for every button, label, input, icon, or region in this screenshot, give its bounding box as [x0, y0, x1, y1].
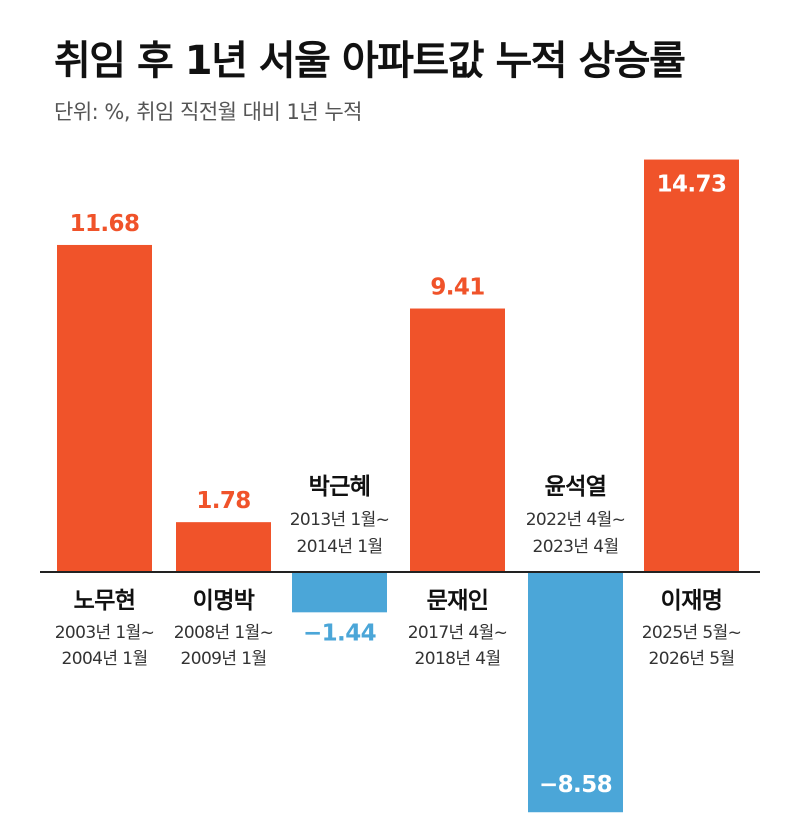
period-end-label: 2026년 5월	[649, 649, 735, 669]
data-label: 14.73	[657, 172, 727, 198]
period-start-label: 2017년 4월~	[408, 623, 508, 643]
category-label: 박근혜	[309, 474, 371, 500]
bar-1	[57, 244, 152, 572]
data-label: 9.41	[430, 275, 484, 301]
chart-subtitle: 단위: %, 취임 직전월 대비 1년 누적	[54, 100, 362, 124]
category-label: 문재인	[427, 588, 489, 614]
period-start-label: 2013년 1월~	[290, 510, 390, 530]
category-label: 이명박	[193, 588, 255, 614]
data-label: 1.78	[196, 488, 250, 514]
period-start-label: 2003년 1월~	[55, 623, 155, 643]
category-label: 이재명	[661, 588, 723, 614]
period-end-label: 2018년 4월	[415, 649, 501, 669]
period-start-label: 2025년 5월~	[642, 623, 742, 643]
bar-3	[292, 572, 387, 613]
period-end-label: 2009년 1월	[181, 649, 267, 669]
bar-4	[410, 308, 505, 572]
data-label: −8.58	[539, 772, 612, 798]
data-label: 11.68	[70, 211, 140, 237]
period-end-label: 2004년 1월	[62, 649, 148, 669]
period-start-label: 2022년 4월~	[526, 510, 626, 530]
category-label: 노무현	[74, 588, 136, 614]
period-end-label: 2023년 4월	[533, 537, 619, 557]
category-label: 윤석열	[545, 474, 607, 500]
bar-5	[528, 572, 623, 813]
chart-title: 취임 후 1년 서울 아파트값 누적 상승률	[54, 38, 686, 84]
bar-2	[176, 522, 271, 572]
bar-6	[644, 159, 739, 572]
data-label: −1.44	[303, 620, 376, 646]
period-end-label: 2014년 1월	[297, 537, 383, 557]
period-start-label: 2008년 1월~	[174, 623, 274, 643]
